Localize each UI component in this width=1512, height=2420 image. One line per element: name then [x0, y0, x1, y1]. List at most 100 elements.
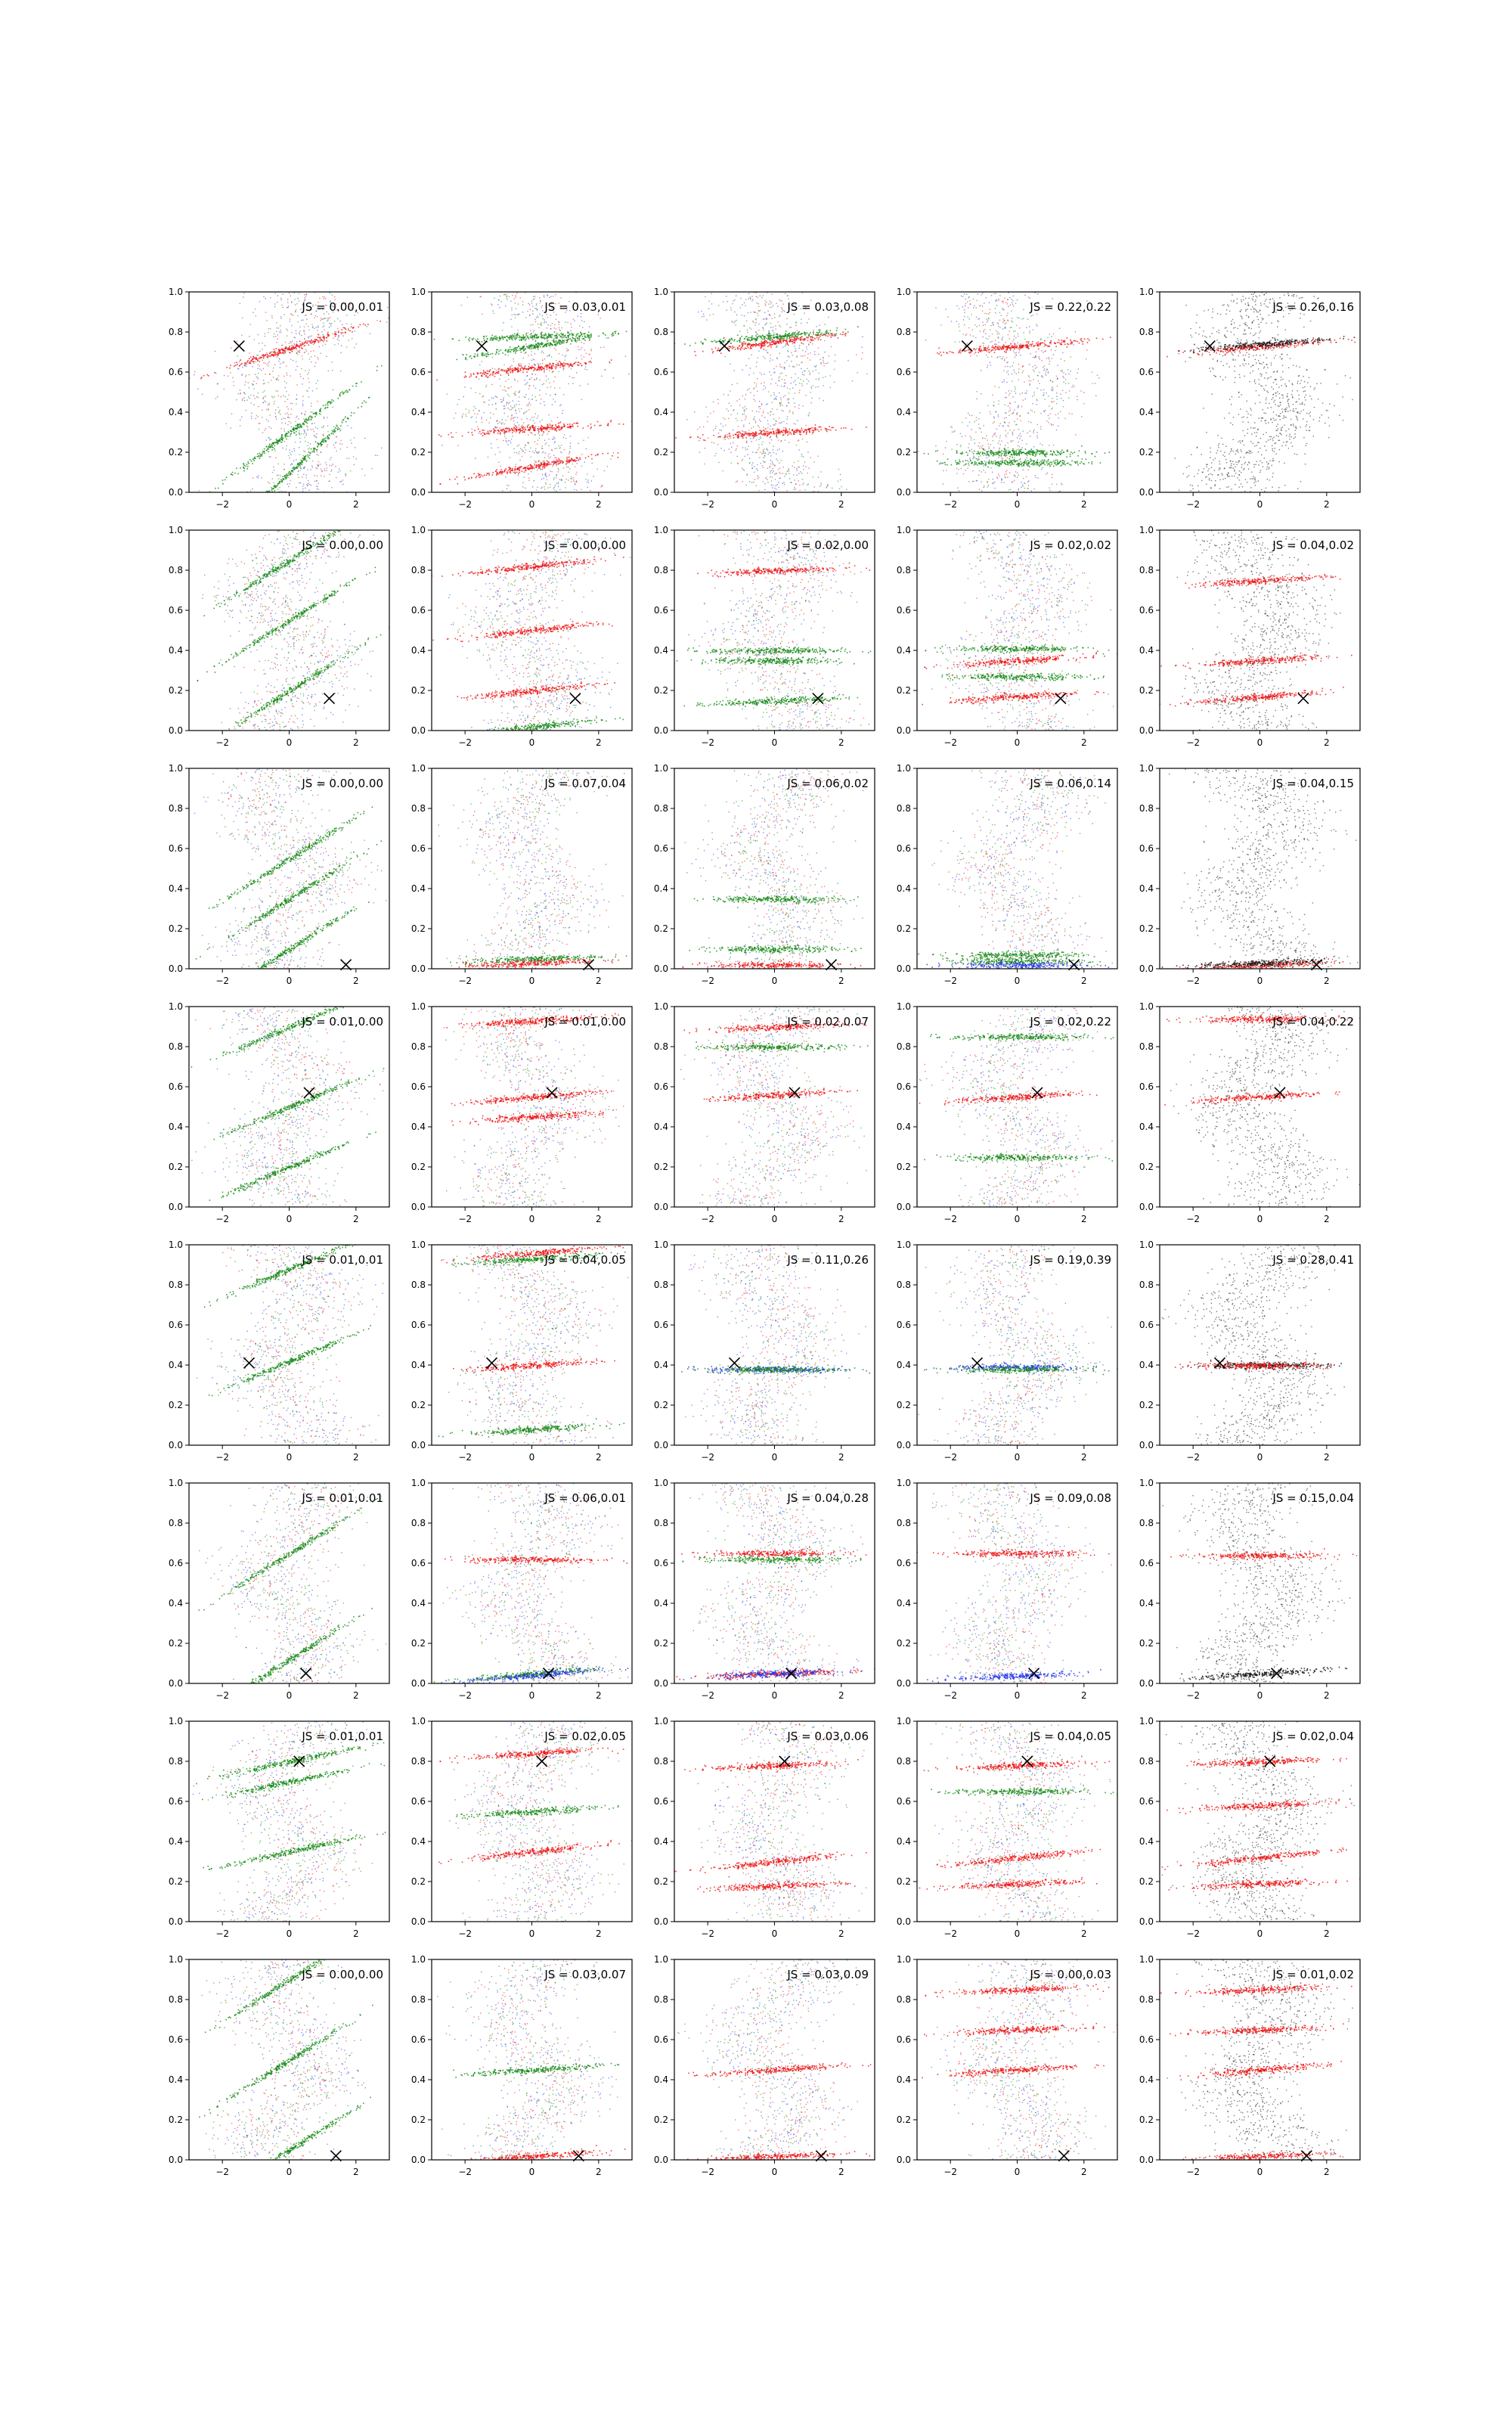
point-green	[257, 454, 259, 455]
point-green	[328, 437, 330, 439]
point-red	[559, 458, 560, 460]
point-green	[325, 344, 326, 345]
point-red	[295, 304, 296, 305]
point-red	[519, 467, 520, 468]
point-red	[535, 413, 536, 414]
point-blue	[529, 315, 530, 316]
point-green	[350, 439, 351, 440]
point-red	[818, 354, 819, 355]
point-red	[533, 331, 534, 332]
point-blue	[750, 438, 751, 439]
point-red	[327, 332, 329, 334]
point-red	[500, 469, 502, 470]
point-red	[608, 423, 609, 424]
point-green	[222, 483, 224, 485]
point-green	[826, 486, 827, 487]
point-green	[247, 466, 249, 467]
point-red	[763, 412, 764, 413]
point-red	[515, 302, 516, 303]
point-green	[528, 346, 529, 347]
point-red	[457, 476, 458, 478]
point-red	[769, 314, 770, 315]
point-red	[342, 332, 344, 334]
point-red	[567, 461, 569, 462]
point-green	[290, 473, 291, 474]
point-red	[516, 429, 517, 430]
point-blue	[784, 385, 785, 386]
point-red	[781, 307, 782, 308]
point-green	[345, 421, 347, 423]
point-red	[510, 386, 511, 387]
point-red	[335, 334, 336, 336]
point-red	[282, 349, 284, 351]
point-red	[548, 365, 550, 367]
point-green	[592, 463, 593, 464]
point-green	[521, 337, 522, 338]
point-red	[523, 369, 525, 371]
point-green	[304, 424, 305, 426]
point-red	[541, 427, 542, 429]
point-green	[530, 346, 531, 348]
point-green	[612, 334, 613, 336]
point-red	[236, 362, 237, 364]
point-green	[755, 341, 756, 342]
point-blue	[756, 468, 757, 469]
point-green	[820, 364, 821, 365]
point-red	[512, 368, 513, 370]
point-green	[796, 355, 797, 356]
point-blue	[532, 313, 533, 314]
point-red	[533, 367, 534, 368]
point-red	[513, 369, 514, 371]
point-green	[352, 386, 354, 387]
point-red	[623, 424, 624, 425]
point-green	[276, 322, 277, 323]
point-red	[559, 460, 561, 461]
point-blue	[574, 489, 575, 490]
point-red	[743, 343, 745, 345]
point-red	[713, 411, 714, 412]
point-green	[293, 469, 295, 470]
point-green	[465, 358, 466, 360]
point-red	[279, 353, 280, 355]
point-green	[554, 387, 555, 388]
point-green	[330, 403, 331, 405]
point-green	[310, 452, 311, 454]
point-green	[482, 355, 483, 356]
point-green	[282, 440, 284, 442]
point-green	[770, 455, 771, 456]
point-green	[521, 352, 522, 353]
point-blue	[792, 343, 793, 344]
point-green	[518, 346, 519, 347]
point-blue	[802, 374, 803, 375]
point-green	[542, 343, 544, 344]
point-green	[515, 335, 516, 337]
point-red	[758, 411, 759, 412]
point-green	[519, 335, 520, 337]
point-red	[495, 470, 497, 472]
point-red	[528, 478, 529, 479]
point-green	[237, 473, 239, 475]
point-red	[307, 469, 308, 470]
point-red	[742, 481, 743, 482]
point-red	[557, 362, 559, 364]
point-green	[496, 396, 497, 397]
point-red	[541, 325, 542, 326]
point-green	[538, 460, 539, 461]
point-blue	[376, 455, 377, 456]
point-red	[476, 477, 477, 479]
point-green	[269, 490, 271, 492]
point-red	[492, 373, 494, 374]
point-red	[526, 369, 528, 371]
point-blue	[543, 451, 544, 452]
point-red	[560, 362, 562, 364]
point-red	[787, 490, 788, 491]
point-green	[503, 294, 504, 295]
point-green	[279, 482, 280, 483]
point-green	[788, 351, 789, 352]
point-red	[330, 471, 331, 472]
point-red	[503, 370, 505, 371]
point-green	[570, 343, 571, 344]
point-blue	[770, 460, 771, 461]
point-red	[547, 430, 548, 431]
point-red	[580, 363, 581, 365]
